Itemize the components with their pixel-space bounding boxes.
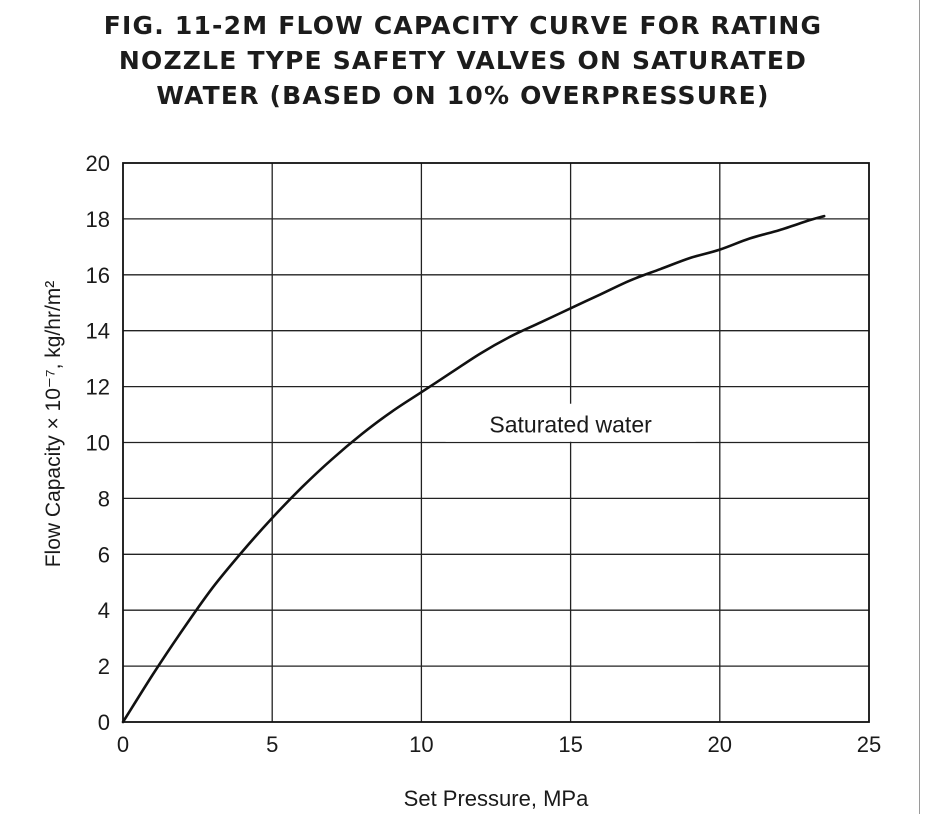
x-tick-label-1: 5 <box>266 732 278 757</box>
y-tick-label-5: 10 <box>86 431 110 456</box>
y-tick-label-8: 16 <box>86 263 110 288</box>
chart-grid <box>122 162 870 723</box>
y-tick-label-6: 12 <box>86 375 110 400</box>
y-axis-label: Flow Capacity × 10⁻⁷, kg/hr/m² <box>42 281 65 568</box>
y-tick-label-9: 18 <box>86 207 110 232</box>
x-tick-label-3: 15 <box>558 732 582 757</box>
x-axis-label: Set Pressure, MPa <box>404 786 589 811</box>
y-tick-label-1: 2 <box>98 654 110 679</box>
y-tick-label-4: 8 <box>98 486 110 511</box>
figure-title: FIG. 11-2M FLOW CAPACITY CURVE FOR RATIN… <box>0 8 926 113</box>
plot-frame <box>122 162 870 723</box>
y-tick-label-3: 6 <box>98 542 110 567</box>
x-tick-label-4: 20 <box>708 732 732 757</box>
x-tick-label-0: 0 <box>117 732 129 757</box>
title-line-2: NOZZLE TYPE SAFETY VALVES ON SATURATED <box>118 46 808 75</box>
y-tick-label-10: 20 <box>86 151 110 176</box>
y-tick-label-0: 0 <box>98 710 110 735</box>
annotation-background-0 <box>445 403 696 442</box>
x-tick-labels: 0 5 10 15 20 25 <box>117 732 881 757</box>
x-tick-label-2: 10 <box>409 732 433 757</box>
y-tick-labels: 0 2 4 6 8 10 12 14 16 18 20 <box>86 151 110 735</box>
annotation-label-0: Saturated water <box>489 412 652 438</box>
chart-series <box>121 214 826 724</box>
title-line-1: FIG. 11-2M FLOW CAPACITY CURVE FOR RATIN… <box>103 11 823 40</box>
y-tick-label-7: 14 <box>86 319 110 344</box>
chart-annotations: Saturated water <box>445 403 696 442</box>
x-tick-label-5: 25 <box>857 732 881 757</box>
series-line-0 <box>121 214 826 724</box>
page-edge-right <box>919 0 920 814</box>
y-tick-label-2: 4 <box>98 598 110 623</box>
title-line-3: WATER (BASED ON 10% OVERPRESSURE) <box>156 81 770 110</box>
